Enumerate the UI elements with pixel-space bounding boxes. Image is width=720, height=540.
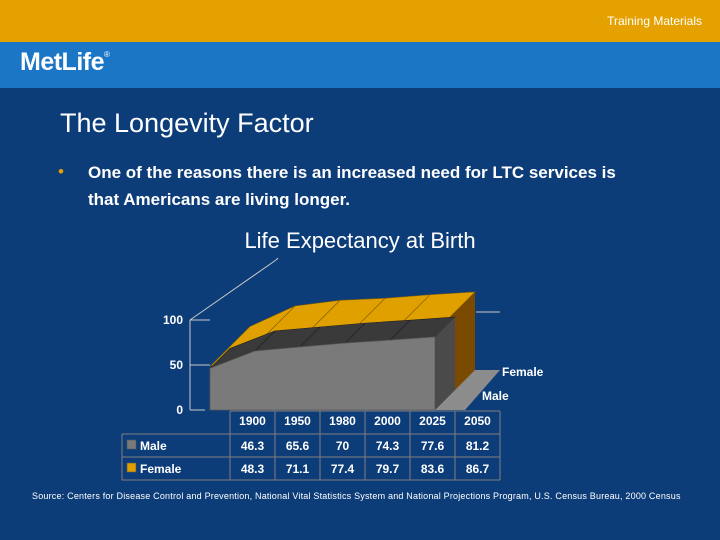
legend-swatch bbox=[126, 462, 137, 473]
top-bar: Training Materials bbox=[0, 0, 720, 42]
back-wall-top-edge bbox=[189, 259, 277, 321]
male-series-point bbox=[299, 326, 321, 348]
y-tick-label: 0 bbox=[176, 403, 183, 417]
chart-walls bbox=[189, 257, 500, 411]
metlife-logo: MetLife® bbox=[20, 48, 110, 77]
table-cell-value: 46.3 bbox=[241, 439, 265, 453]
chart-axes: 0 50 100 Female Male bbox=[163, 313, 544, 417]
brand-bar: MetLife® bbox=[0, 42, 720, 88]
back-gridline-100 bbox=[275, 257, 279, 261]
chart-title-text: Life Expectancy at Birth bbox=[244, 228, 476, 253]
page-title: The Longevity Factor bbox=[60, 108, 314, 138]
x-tick-label: 1950 bbox=[284, 414, 311, 428]
depth-label-female: Female bbox=[502, 365, 544, 379]
x-tick-label: 2050 bbox=[464, 414, 491, 428]
table-cell-value: 81.2 bbox=[466, 439, 490, 453]
male-series-point bbox=[389, 319, 411, 341]
x-tick-label: 1980 bbox=[329, 414, 356, 428]
table-cell-value: 48.3 bbox=[241, 462, 265, 476]
data-table: 1900 1950 1980 2000 2025 2050 Male 46.3 65.6 70 74… bbox=[121, 410, 501, 481]
x-tick-label: 2025 bbox=[419, 414, 446, 428]
table-cell-value: 70 bbox=[336, 439, 350, 453]
floor-strip bbox=[435, 370, 500, 410]
bullet-text: One of the reasons there is an increased… bbox=[88, 163, 616, 209]
table-cell-value: 65.6 bbox=[286, 439, 310, 453]
table-cell-value: 83.6 bbox=[421, 462, 445, 476]
table-row-label: Female bbox=[140, 462, 182, 476]
male-series-point bbox=[344, 322, 366, 344]
training-materials-label: Training Materials bbox=[607, 14, 702, 28]
y-tick-label: 50 bbox=[170, 358, 184, 372]
registered-mark: ® bbox=[104, 50, 110, 59]
table-cell-value: 79.7 bbox=[376, 462, 400, 476]
bullet-icon: • bbox=[58, 162, 64, 181]
legend-swatch bbox=[126, 439, 137, 450]
table-cell-value: 74.3 bbox=[376, 439, 400, 453]
table-cell-value: 77.4 bbox=[331, 462, 355, 476]
table-cell-value: 77.6 bbox=[421, 439, 445, 453]
table-cell-value: 71.1 bbox=[286, 462, 310, 476]
table-cell-value: 86.7 bbox=[466, 462, 490, 476]
x-tick-label: 1900 bbox=[239, 414, 266, 428]
depth-label-male: Male bbox=[482, 389, 509, 403]
male-series-point bbox=[254, 330, 276, 352]
y-tick-label: 100 bbox=[163, 313, 183, 327]
chart-marks bbox=[209, 291, 500, 411]
source-note: Source: Centers for Disease Control and … bbox=[32, 491, 681, 501]
chart-title: Life Expectancy at Birth bbox=[0, 228, 720, 254]
logo-text: MetLife bbox=[20, 48, 105, 76]
x-tick-label: 2000 bbox=[374, 414, 401, 428]
table-row-label: Male bbox=[140, 439, 167, 453]
male-series-side bbox=[435, 316, 455, 410]
